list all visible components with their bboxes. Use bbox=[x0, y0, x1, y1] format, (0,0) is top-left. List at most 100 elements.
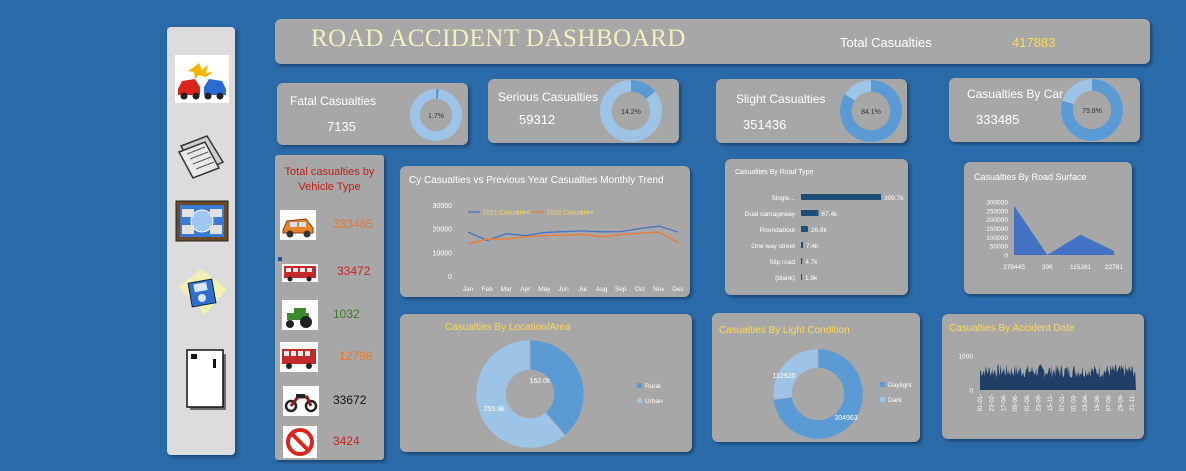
road-type-chart: Casualties By Road Type Single... 309.7k D… bbox=[725, 159, 908, 295]
category-label: One way street bbox=[751, 243, 795, 250]
x-tick-label: 01-08- bbox=[1025, 394, 1031, 411]
kpi-value: 59312 bbox=[519, 112, 556, 127]
pie-slice bbox=[772, 348, 819, 400]
y-tick-label: 0 bbox=[448, 274, 452, 281]
bar-value-label: 67.4k bbox=[821, 211, 838, 218]
legend-label: Dark bbox=[888, 397, 902, 404]
chart-title: Casualties By Road Type bbox=[735, 169, 814, 176]
y-tick-label: 300000 bbox=[986, 200, 1008, 207]
total-casualties-value: 417883 bbox=[1012, 35, 1056, 50]
kpi-donut: 1.7% bbox=[410, 89, 462, 141]
bar-value-label: 309.7k bbox=[884, 195, 904, 202]
kpi-label: Slight Casualties bbox=[736, 92, 826, 106]
x-tick-label: 07-01- bbox=[1060, 394, 1066, 411]
accident-date-chart: Casualties By Accident Date 1000 0 01-01- 2… bbox=[942, 314, 1144, 439]
vehicle-type-panel: Total casualties by Vehicle Type 333485 … bbox=[275, 155, 384, 460]
exit-door-icon[interactable] bbox=[175, 347, 229, 410]
car-crash-icon[interactable] bbox=[175, 55, 229, 103]
x-tick-label: Jan bbox=[463, 286, 474, 293]
kpi-label: Serious Casualties bbox=[498, 90, 599, 104]
area-fill bbox=[980, 364, 1136, 390]
bar bbox=[801, 274, 802, 280]
vehicle-value: 33672 bbox=[333, 393, 367, 407]
donut-value-slice bbox=[436, 89, 439, 99]
bar bbox=[801, 194, 881, 200]
y-tick-label: 100000 bbox=[986, 235, 1008, 242]
kpi-car: Casualties By Car 333485 79.8% bbox=[949, 78, 1140, 142]
tractor-icon bbox=[282, 300, 318, 330]
sidebar bbox=[167, 27, 235, 455]
road-type-plot: Single... 309.7k Dual carriageway 67.4k Roun… bbox=[745, 194, 904, 282]
y-tick-label: 30000 bbox=[433, 203, 453, 210]
chart-title: Casualties By Location/Area bbox=[445, 322, 571, 333]
x-tick-label: 23-04- bbox=[1083, 394, 1089, 411]
category-label: Roundabout bbox=[760, 227, 796, 234]
donut-value-slice bbox=[631, 80, 656, 99]
legend-swatch bbox=[880, 397, 885, 402]
legend-label: Rural bbox=[645, 383, 661, 390]
bar-value-label: 1.9k bbox=[805, 275, 818, 282]
legend-label: 2021 Casualties bbox=[483, 210, 530, 217]
no-entry-icon bbox=[283, 426, 317, 458]
vehicle-row-tractor: 1032 bbox=[275, 298, 383, 332]
category-label: Slip road bbox=[769, 259, 795, 266]
bar bbox=[801, 210, 819, 216]
legend-swatch bbox=[880, 382, 885, 387]
chart-title: Casualties By Light Condition bbox=[719, 325, 850, 336]
legend-label: 2022 Casualties bbox=[547, 210, 594, 217]
vehicle-value: 1032 bbox=[333, 307, 360, 321]
trend-plot: 0 10000 20000 30000 Jan Feb Mar Apr May Jun Jul Aug… bbox=[433, 203, 685, 293]
category-label: (blank) bbox=[775, 275, 795, 282]
x-tick-label: 17-04- bbox=[1001, 394, 1007, 411]
vehicle-row-truck: 12798 bbox=[275, 340, 383, 374]
pie-slice bbox=[529, 339, 585, 436]
x-tick-label: 15-06- bbox=[1095, 394, 1101, 411]
kpi-donut: 14.2% bbox=[600, 80, 662, 142]
x-tick-label: 01-03- bbox=[1072, 394, 1078, 411]
x-tick-label: Oct bbox=[635, 286, 645, 293]
kpi-slight: Slight Casualties 351436 84.1% bbox=[716, 79, 907, 143]
donut-remainder bbox=[410, 89, 462, 141]
light-condition-chart: Casualties By Light Condition 304963 1129… bbox=[712, 313, 920, 442]
series-line bbox=[467, 225, 679, 242]
slice-value-label: 112920 bbox=[773, 373, 796, 380]
x-tick-label: May bbox=[538, 286, 551, 293]
bar-value-label: 26.8k bbox=[811, 227, 828, 234]
x-tick-label: 279445 bbox=[1003, 264, 1025, 271]
x-tick-label: Feb bbox=[481, 286, 493, 293]
donut-pct-label: 1.7% bbox=[428, 113, 444, 120]
x-tick-label: 23-02- bbox=[990, 394, 996, 411]
dashboard-screen-icon[interactable] bbox=[175, 199, 229, 247]
x-tick-label: 21-11- bbox=[1130, 394, 1136, 411]
donut-value-slice bbox=[840, 80, 902, 142]
x-tick-label: Nov bbox=[653, 286, 665, 293]
series-line bbox=[467, 231, 679, 245]
road-surface-chart: Casualties By Road Surface 0 50000 100000 1… bbox=[964, 162, 1132, 294]
kpi-fatal: Fatal Casualties 7135 1.7% bbox=[277, 83, 468, 145]
vehicle-panel-title-line2: Vehicle Type bbox=[298, 181, 361, 193]
x-tick-label: 396 bbox=[1042, 264, 1053, 271]
x-tick-label: 29-09- bbox=[1118, 394, 1124, 411]
donut-remainder bbox=[1062, 79, 1092, 105]
documents-icon[interactable] bbox=[175, 132, 229, 180]
light-plot: 304963 112920 Daylight Dark bbox=[772, 348, 912, 440]
kpi-label: Fatal Casualties bbox=[290, 94, 377, 108]
car-icon bbox=[280, 210, 316, 240]
motorcycle-icon bbox=[283, 386, 319, 416]
x-tick-label: 115261 bbox=[1070, 264, 1092, 271]
save-disk-icon[interactable] bbox=[175, 267, 229, 315]
bar-value-label: 7.4k bbox=[806, 243, 819, 250]
y-tick-label: 150000 bbox=[986, 226, 1008, 233]
donut-remainder bbox=[600, 80, 662, 142]
vehicle-value: 33472 bbox=[337, 264, 371, 278]
donut-remainder bbox=[844, 80, 871, 101]
vehicle-value: 333485 bbox=[333, 217, 374, 231]
legend-swatch bbox=[637, 398, 642, 403]
bar bbox=[801, 258, 803, 264]
x-tick-label: Aug bbox=[596, 286, 608, 293]
y-tick-label: 0 bbox=[1004, 253, 1008, 260]
y-tick-label: 10000 bbox=[433, 250, 453, 257]
location-chart: Casualties By Location/Area 162.0k 255.9k… bbox=[400, 314, 692, 452]
vehicle-panel-title-line1: Total casualties by bbox=[284, 166, 375, 178]
